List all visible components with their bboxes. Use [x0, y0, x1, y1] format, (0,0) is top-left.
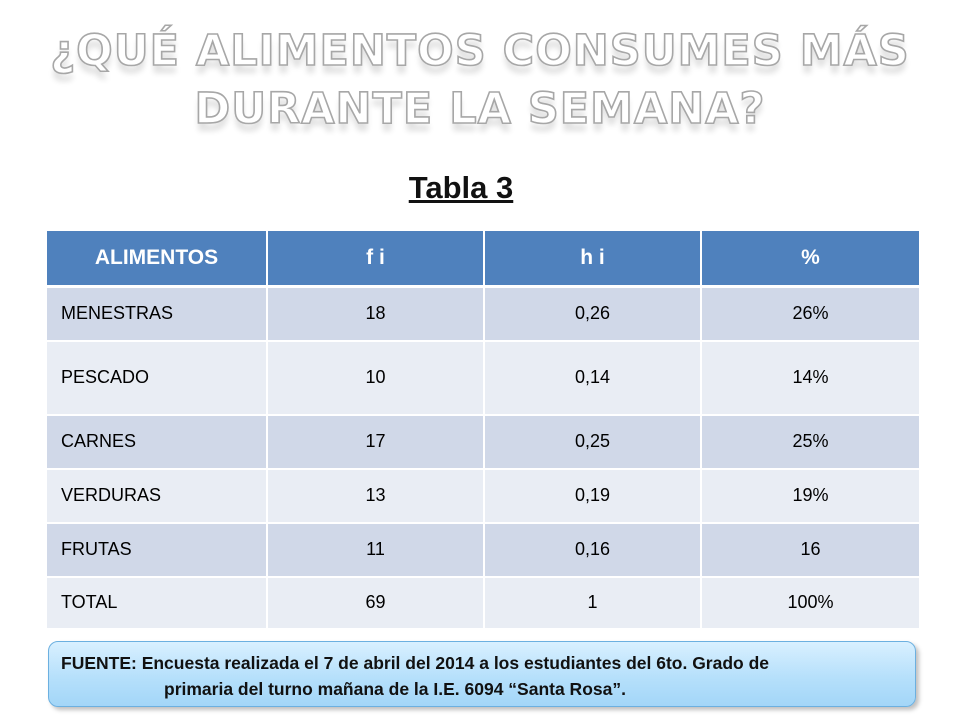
cell-fi: 11 — [267, 522, 485, 578]
cell-hi: 1 — [484, 576, 702, 630]
table-row-total: TOTAL 69 1 100% — [47, 576, 919, 630]
cell-food: VERDURAS — [47, 468, 268, 524]
food-frequency-table: ALIMENTOS f i h i % MENESTRAS 18 0,26 26… — [47, 231, 919, 630]
table-row: CARNES 17 0,25 25% — [47, 414, 919, 470]
cell-fi: 17 — [267, 414, 485, 470]
source-note-line2: primaria del turno mañana de la I.E. 609… — [164, 679, 626, 699]
cell-fi: 69 — [267, 576, 485, 630]
cell-hi: 0,14 — [484, 340, 702, 416]
table-row: PESCADO 10 0,14 14% — [47, 340, 919, 416]
cell-hi: 0,19 — [484, 468, 702, 524]
cell-food: FRUTAS — [47, 522, 268, 578]
cell-fi: 10 — [267, 340, 485, 416]
table-row: VERDURAS 13 0,19 19% — [47, 468, 919, 524]
slide-title: ¿QUÉ ALIMENTOS CONSUMES MÁS DURANTE LA S… — [0, 22, 960, 138]
table-header-row: ALIMENTOS f i h i % — [47, 231, 919, 288]
header-percent: % — [701, 231, 919, 288]
table-row: MENESTRAS 18 0,26 26% — [47, 286, 919, 342]
cell-hi: 0,16 — [484, 522, 702, 578]
cell-food: PESCADO — [47, 340, 268, 416]
source-note-box: FUENTE: Encuesta realizada el 7 de abril… — [48, 641, 916, 707]
source-note-line1: FUENTE: Encuesta realizada el 7 de abril… — [61, 653, 770, 673]
cell-percent: 100% — [701, 576, 919, 630]
cell-hi: 0,26 — [484, 286, 702, 342]
cell-food: TOTAL — [47, 576, 268, 630]
header-fi: f i — [267, 231, 485, 288]
cell-percent: 26% — [701, 286, 919, 342]
cell-percent: 16 — [701, 522, 919, 578]
cell-percent: 19% — [701, 468, 919, 524]
cell-percent: 14% — [701, 340, 919, 416]
cell-hi: 0,25 — [484, 414, 702, 470]
cell-food: MENESTRAS — [47, 286, 268, 342]
slide-title-line1: ¿QUÉ ALIMENTOS CONSUMES MÁS — [49, 25, 910, 77]
cell-food: CARNES — [47, 414, 268, 470]
table-caption: Tabla 3 — [408, 170, 514, 205]
cell-percent: 25% — [701, 414, 919, 470]
cell-fi: 13 — [267, 468, 485, 524]
cell-fi: 18 — [267, 286, 485, 342]
table-row: FRUTAS 11 0,16 16 — [47, 522, 919, 578]
slide-title-line2: DURANTE LA SEMANA? — [194, 83, 766, 135]
header-alimentos: ALIMENTOS — [47, 231, 268, 288]
header-hi: h i — [484, 231, 702, 288]
